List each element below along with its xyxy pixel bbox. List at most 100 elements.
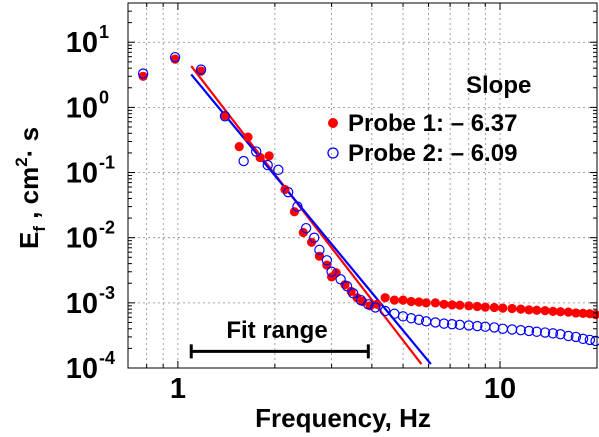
data-point-probe-2 (250, 146, 262, 157)
y-axis-title: Ef , cm2· s (12, 127, 49, 249)
data-point-probe-1 (439, 299, 449, 309)
y-tick-label-exponent: 1 (99, 22, 109, 42)
data-point-probe-2 (326, 266, 337, 277)
data-point-probe-2 (577, 333, 589, 345)
data-point-probe-1 (455, 300, 465, 310)
data-point-probe-2 (438, 318, 450, 329)
data-point-probe-2 (547, 328, 559, 339)
y-tick-label-exponent: 0 (99, 87, 109, 107)
data-point-probe-1 (398, 295, 408, 305)
data-point-probe-1 (516, 304, 526, 314)
data-point-probe-1 (138, 71, 148, 81)
y-axis-title-tail: · s (14, 127, 44, 157)
data-point-probe-2 (292, 201, 303, 212)
data-point-probe-1 (306, 237, 317, 247)
data-point-probe-1 (524, 305, 534, 315)
data-point-probe-1 (264, 151, 274, 161)
data-point-probe-1 (563, 307, 573, 317)
legend-label-probe-1: Probe 1: – 6.37 (348, 110, 517, 137)
data-point-probe-2 (341, 281, 353, 292)
data-point-probe-2 (137, 68, 149, 79)
x-axis-title: Frequency, Hz (255, 403, 431, 433)
data-point-probe-2 (584, 334, 596, 346)
x-tick-label: 1 (170, 373, 186, 405)
plot-frame (127, 2, 598, 369)
data-point-probe-1 (234, 142, 244, 152)
data-point-probe-2 (413, 314, 425, 325)
data-point-probe-2 (539, 327, 551, 338)
legend-marker-probe-1 (328, 118, 338, 128)
data-point-probe-1 (489, 302, 499, 313)
data-point-probe-2 (219, 111, 231, 122)
data-point-probe-1 (380, 293, 390, 303)
y-axis-title-rest: , cm (14, 167, 44, 226)
data-point-probe-2 (262, 159, 273, 171)
legend-label-probe-2: Probe 2: – 6.09 (348, 140, 517, 167)
y-tick-label-exponent: -4 (99, 348, 115, 368)
data-point-probe-1 (255, 152, 265, 163)
data-point-probe-2 (195, 64, 207, 75)
data-point-probe-1 (389, 295, 400, 305)
data-point-probe-1 (243, 132, 253, 142)
data-points (137, 51, 599, 347)
data-point-probe-1 (220, 110, 230, 121)
data-point-probe-1 (289, 207, 300, 217)
data-point-probe-2 (169, 51, 181, 63)
data-point-probe-1 (498, 303, 508, 313)
data-point-probe-2 (531, 326, 542, 337)
data-point-probe-2 (515, 325, 526, 336)
data-point-probe-2 (379, 305, 391, 317)
data-point-probe-2 (446, 319, 458, 330)
data-point-probe-2 (273, 164, 284, 176)
data-point-probe-1 (406, 296, 416, 307)
data-point-probe-2 (523, 325, 535, 337)
fit-range-label: Fit range (226, 317, 327, 344)
y-tick-label: 10 (66, 158, 98, 190)
data-point-probe-2 (570, 331, 582, 343)
y-tick-label-exponent: -1 (99, 153, 115, 173)
data-point-probe-2 (563, 330, 574, 342)
y-tick-label: 10 (66, 353, 98, 385)
data-point-probe-1 (532, 305, 542, 315)
data-point-probe-2 (347, 288, 359, 299)
data-point-probe-2 (463, 320, 475, 331)
data-point-probe-2 (283, 186, 294, 198)
legend: Slope Probe 1: – 6.37 Probe 2: – 6.09 (327, 72, 531, 167)
data-point-probe-2 (555, 329, 566, 340)
legend-marker-probe-2 (327, 147, 339, 159)
data-point-probe-2 (314, 244, 325, 256)
data-point-probe-1 (414, 297, 424, 307)
data-point-probe-2 (363, 299, 374, 310)
y-axis-title-sup: 2 (12, 157, 31, 166)
data-point-probe-2 (238, 155, 249, 167)
y-axis-title-base: E (14, 232, 44, 249)
data-point-probe-2 (370, 302, 381, 313)
data-point-probe-1 (578, 308, 588, 318)
data-point-probe-2 (397, 311, 409, 322)
data-point-probe-1 (555, 307, 566, 317)
y-tick-label: 10 (66, 223, 98, 255)
data-point-probe-1 (480, 302, 490, 312)
data-point-probe-2 (472, 320, 483, 332)
y-tick-label-exponent: -2 (99, 218, 115, 238)
data-point-probe-2 (335, 274, 346, 285)
fit-range-annotation: Fit range (189, 317, 370, 359)
data-point-probe-2 (321, 255, 333, 266)
data-point-probe-1 (464, 301, 474, 311)
data-point-probe-1 (571, 308, 581, 318)
data-point-probe-1 (447, 300, 457, 310)
y-axis-title-sub: f (30, 226, 49, 232)
y-tick-label: 10 (66, 92, 98, 124)
legend-title: Slope (466, 72, 531, 99)
data-point-probe-1 (170, 54, 180, 64)
data-point-probe-1 (430, 298, 440, 308)
fit-line-probe-2 (190, 73, 432, 365)
y-tick-label: 10 (66, 27, 98, 59)
data-point-probe-1 (540, 306, 550, 316)
data-point-probe-2 (309, 232, 320, 243)
data-point-probe-2 (590, 335, 599, 347)
y-tick-label-exponent: -3 (99, 283, 115, 303)
y-tick-label: 10 (66, 288, 98, 320)
